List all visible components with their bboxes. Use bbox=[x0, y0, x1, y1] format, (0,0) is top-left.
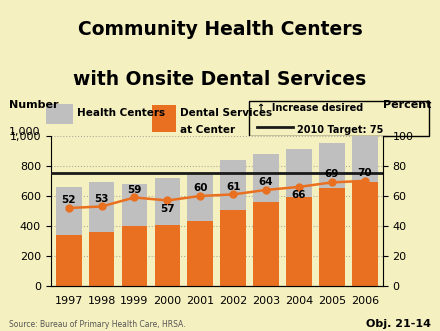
Bar bbox=[56, 187, 81, 286]
Text: 59: 59 bbox=[127, 185, 142, 195]
Text: 53: 53 bbox=[94, 194, 109, 204]
Text: at Center: at Center bbox=[180, 125, 235, 135]
Text: 57: 57 bbox=[160, 204, 175, 214]
Text: Obj. 21-14: Obj. 21-14 bbox=[366, 319, 431, 329]
Bar bbox=[121, 184, 147, 286]
Bar bbox=[154, 178, 180, 286]
Bar bbox=[319, 143, 345, 286]
Text: Source: Bureau of Primary Health Care, HRSA.: Source: Bureau of Primary Health Care, H… bbox=[9, 320, 185, 329]
Text: Health Centers: Health Centers bbox=[77, 108, 165, 118]
Bar bbox=[286, 197, 312, 286]
Bar bbox=[187, 221, 213, 286]
Text: 52: 52 bbox=[62, 195, 76, 205]
Text: 60: 60 bbox=[193, 183, 208, 193]
Bar bbox=[154, 224, 180, 286]
Text: 64: 64 bbox=[259, 177, 273, 187]
Bar bbox=[121, 226, 147, 286]
Text: 66: 66 bbox=[292, 190, 306, 200]
Bar bbox=[89, 182, 114, 286]
Text: Percent: Percent bbox=[383, 100, 431, 110]
Text: Community Health Centers: Community Health Centers bbox=[77, 20, 363, 39]
Bar bbox=[187, 175, 213, 286]
FancyBboxPatch shape bbox=[152, 105, 176, 132]
Text: 61: 61 bbox=[226, 182, 240, 192]
Bar bbox=[220, 160, 246, 286]
Text: 1,000: 1,000 bbox=[9, 126, 40, 137]
Bar bbox=[220, 210, 246, 286]
Bar bbox=[352, 182, 378, 286]
Text: 70: 70 bbox=[357, 167, 372, 177]
Bar bbox=[56, 235, 81, 286]
Bar bbox=[253, 154, 279, 286]
Bar bbox=[89, 232, 114, 286]
Bar bbox=[319, 188, 345, 286]
FancyBboxPatch shape bbox=[46, 104, 73, 124]
Text: Dental Services: Dental Services bbox=[180, 108, 271, 118]
Text: with Onsite Dental Services: with Onsite Dental Services bbox=[73, 70, 367, 88]
Text: ↑  Increase desired: ↑ Increase desired bbox=[257, 103, 363, 113]
Bar bbox=[253, 202, 279, 286]
Bar bbox=[352, 136, 378, 286]
Text: Number: Number bbox=[9, 100, 58, 110]
Text: 2010 Target: 75: 2010 Target: 75 bbox=[297, 125, 383, 135]
Bar bbox=[286, 149, 312, 286]
Text: 69: 69 bbox=[325, 169, 339, 179]
